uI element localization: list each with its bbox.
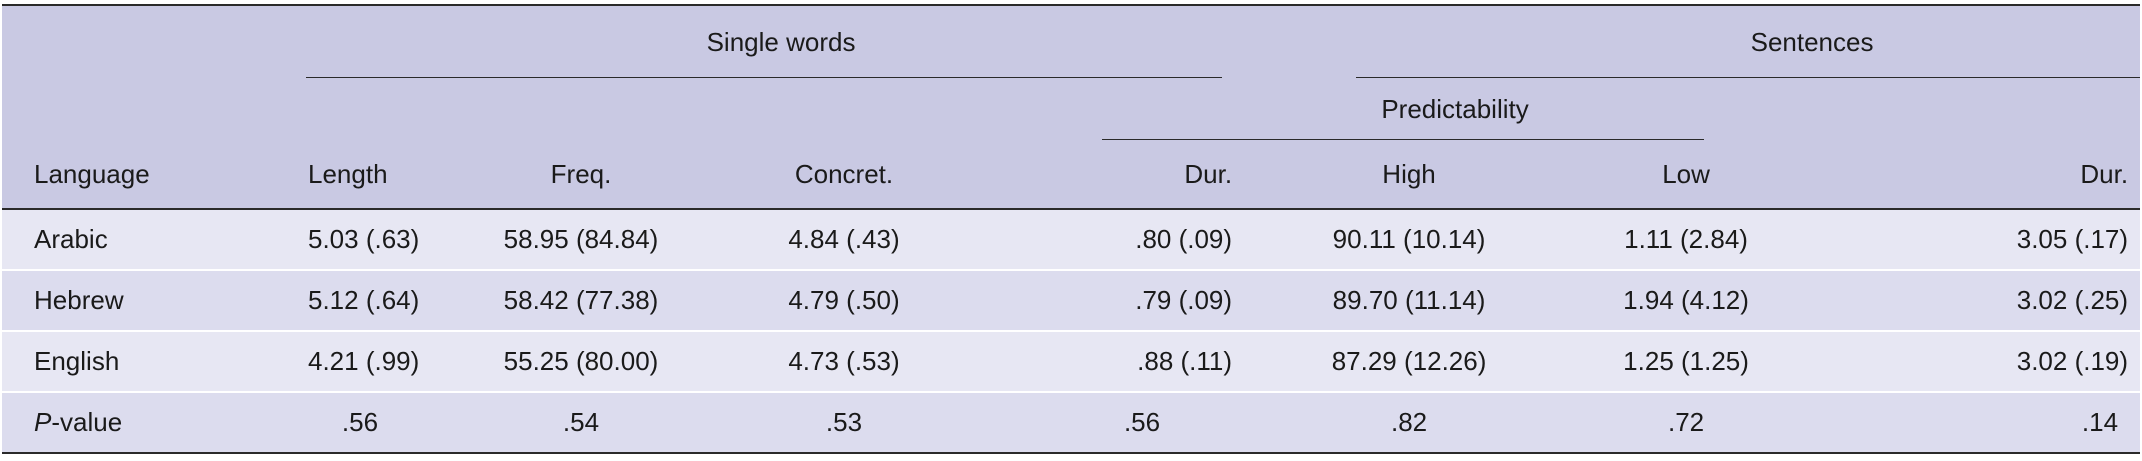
table-row-pvalue: P-value .56 .54 .53 .56 .82 .72 .14 bbox=[2, 392, 2141, 454]
row-label: Arabic bbox=[2, 209, 264, 271]
table-row: Hebrew 5.12 (.64) 58.42 (77.38) 4.79 (.5… bbox=[2, 270, 2141, 332]
column-header-dur-sentences: Dur. bbox=[1846, 140, 2141, 210]
header-row-groups: Single words Sentences bbox=[2, 4, 2141, 78]
group-header-single-words: Single words bbox=[264, 4, 1253, 78]
table-row: English 4.21 (.99) 55.25 (80.00) 4.73 (.… bbox=[2, 331, 2141, 393]
stimulus-properties-table: Single words Sentences Predictability La… bbox=[2, 4, 2141, 454]
column-header-concret: Concret. bbox=[716, 140, 972, 210]
column-header-length: Length bbox=[264, 140, 446, 210]
row-label: Hebrew bbox=[2, 270, 264, 332]
column-header-dur-words: Dur. bbox=[972, 140, 1253, 210]
header-row-columns: Language Length Freq. Concret. Dur. High… bbox=[2, 140, 2141, 210]
table-row: Arabic 5.03 (.63) 58.95 (84.84) 4.84 (.4… bbox=[2, 209, 2141, 271]
row-label-pvalue: P-value bbox=[2, 392, 264, 454]
column-header-language: Language bbox=[2, 140, 264, 210]
subgroup-header-predictability: Predictability bbox=[1102, 78, 1846, 140]
column-header-freq: Freq. bbox=[446, 140, 716, 210]
row-label: English bbox=[2, 331, 264, 393]
column-header-low: Low bbox=[1506, 140, 1847, 210]
header-row-subgroups: Predictability bbox=[2, 78, 2141, 140]
group-header-sentences: Sentences bbox=[1356, 4, 2141, 78]
column-header-high: High bbox=[1252, 140, 1507, 210]
